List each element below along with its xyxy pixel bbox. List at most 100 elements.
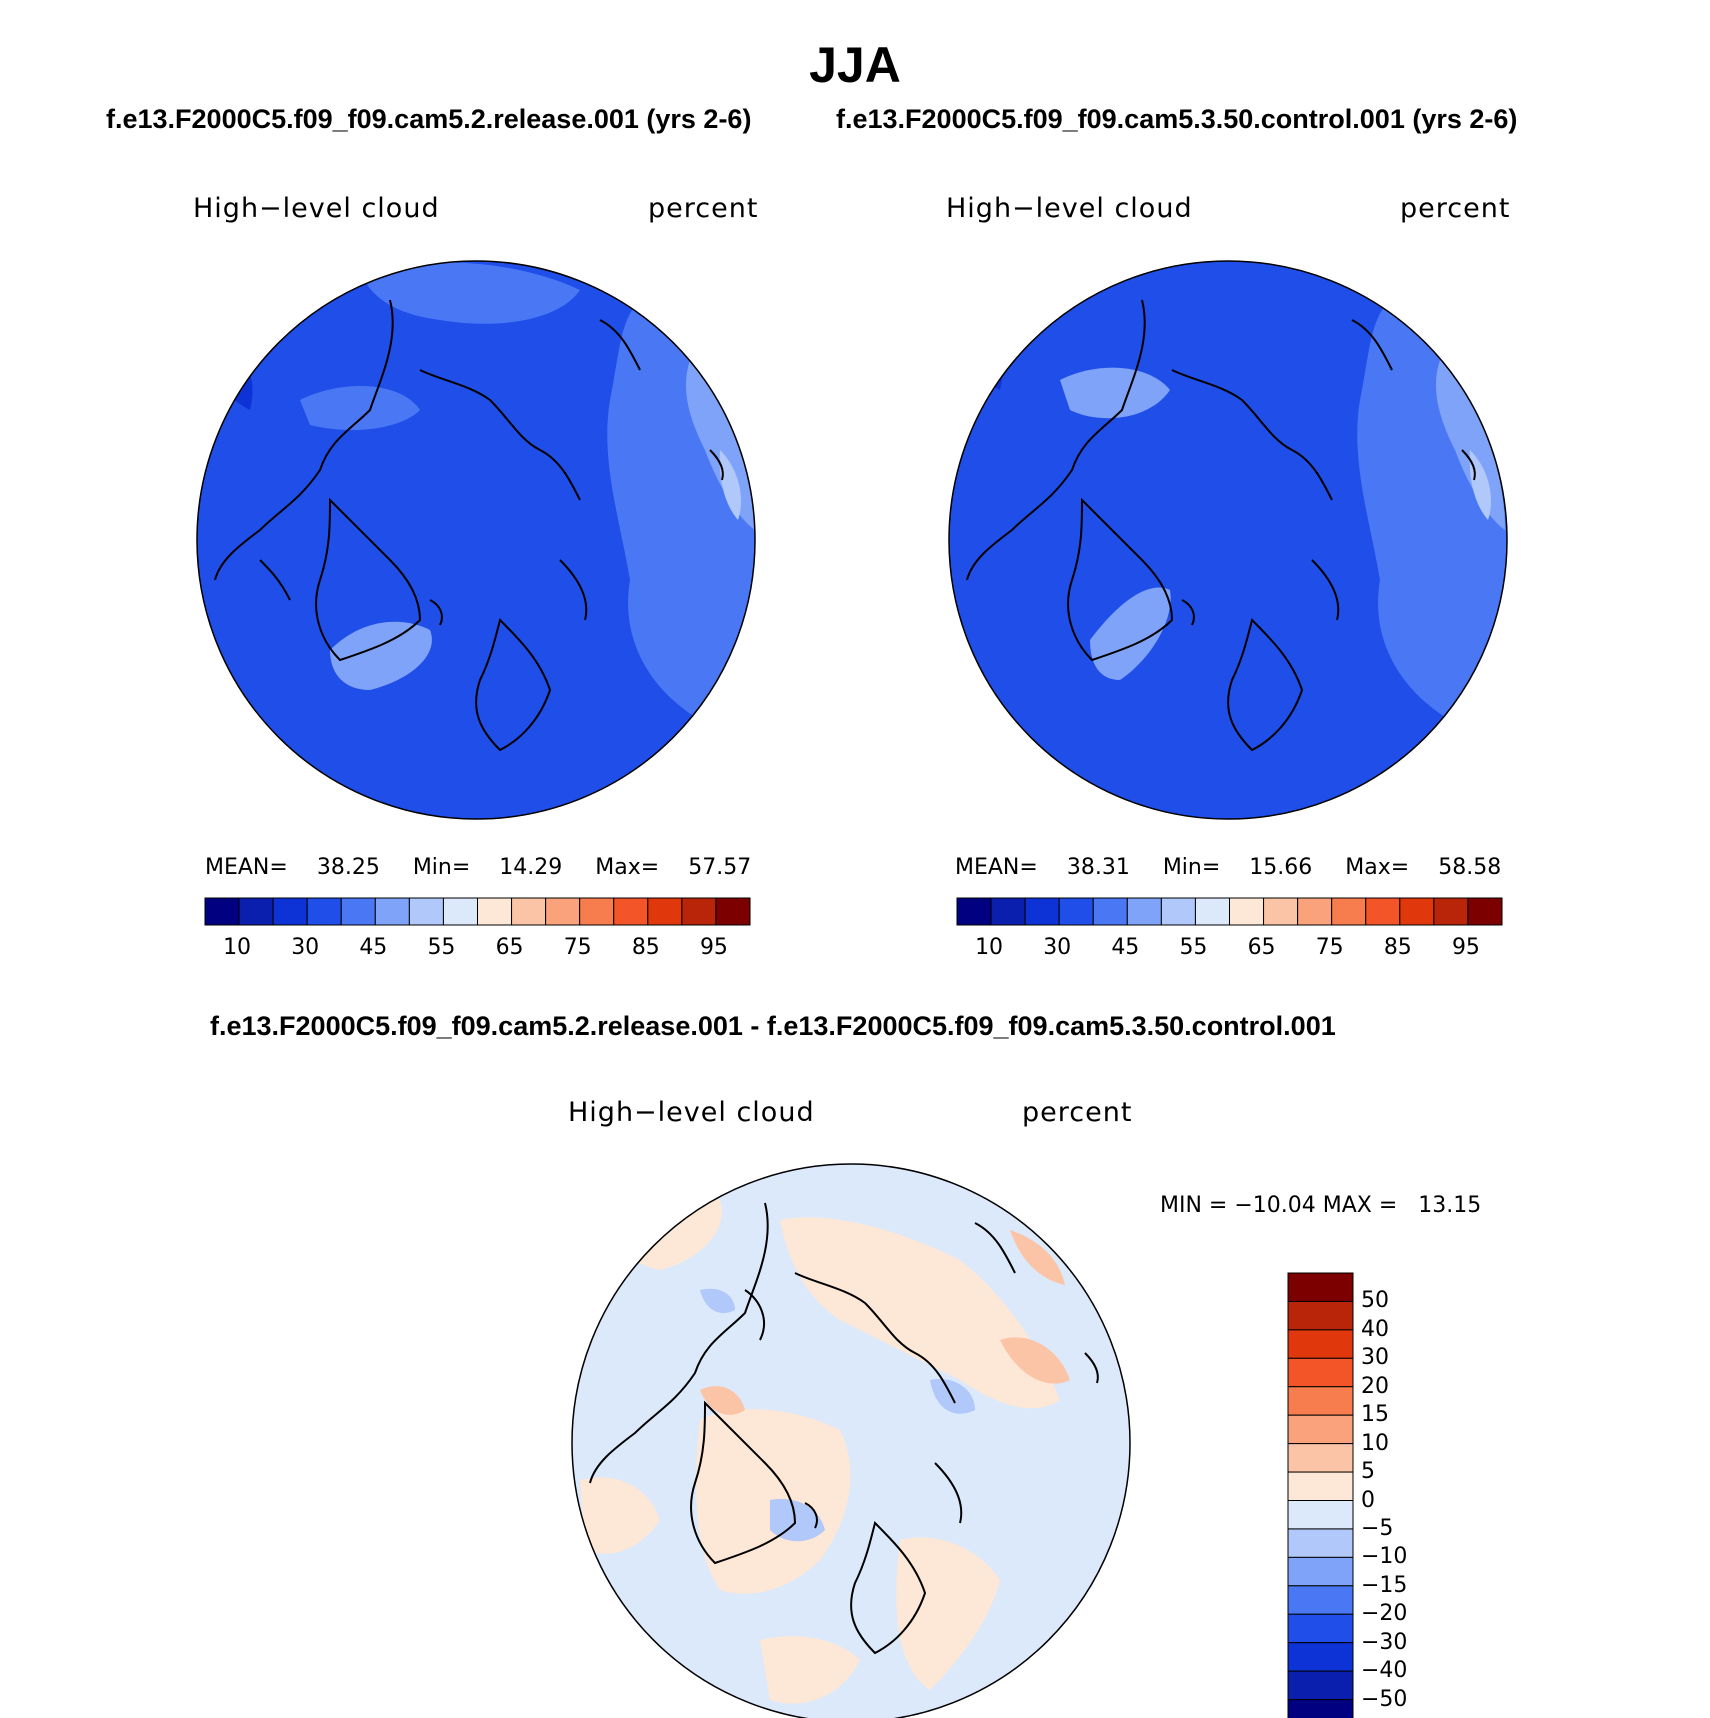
diff-colorbar-tick-label: 0 [1361,1487,1375,1513]
colorbar-tick-label: 30 [291,935,320,960]
colorbar-swatch [511,897,547,926]
left-map-border [196,260,756,820]
diff-coastlines [589,1202,1099,1655]
colorbar-swatch [306,897,342,926]
diff-colorbar-tick-label: 50 [1361,1288,1389,1314]
diff-colorbar-tick-label: −10 [1361,1544,1408,1570]
diff-field-pos-d [896,1537,1000,1690]
diff-colorbar-swatch [1287,1556,1354,1587]
colorbar-swatch [477,897,513,926]
diff-polar-map [572,1164,1130,1718]
right-polar-map [949,261,1507,819]
colorbar-swatch [1160,897,1196,926]
diff-colorbar-swatch [1287,1300,1354,1331]
right-mean-value: 38.31 [1066,855,1130,880]
diff-colorbar-tick-label: −15 [1361,1572,1408,1598]
colorbar-tick-label: 45 [359,935,388,960]
colorbar-swatch [613,897,649,926]
colorbar-swatch [1433,897,1469,926]
diff-field-pos-f [760,1636,860,1704]
right-min-value: 15.66 [1249,855,1313,880]
diff-colorbar-swatch [1287,1528,1354,1558]
colorbar-swatch [1126,897,1162,926]
left-field-light-greenland [330,621,432,690]
diff-colorbar-swatch [1287,1500,1354,1530]
colorbar-tick-label: 10 [975,935,1004,960]
colorbar-swatch [990,897,1026,926]
colorbar-swatch [579,897,615,926]
diff-minmax: MIN = −10.04 MAX = 13.15 [1160,1193,1482,1218]
colorbar-swatch [545,897,581,926]
figure-title: JJA [809,37,901,93]
colorbar-swatch [204,897,240,926]
colorbar-tick-label: 65 [1247,935,1276,960]
left-units-label: percent [648,193,759,224]
diff-colorbar-swatch [1287,1613,1354,1644]
diff-colorbar-swatch [1287,1585,1354,1615]
diff-colorbar-tick-label: 10 [1361,1430,1389,1456]
colorbar-swatch [1092,897,1128,926]
diff-colorbar-tick-label: 30 [1361,1345,1389,1371]
diff-variable-label: High−level cloud [568,1097,815,1128]
colorbar-tick-label: 85 [631,935,660,960]
right-min-label: Min= [1162,855,1221,880]
diff-colorbar-swatch [1287,1272,1354,1302]
diff-colorbar-swatch [1287,1357,1354,1388]
left-panel-title: f.e13.F2000C5.f09_f09.cam5.2.release.001… [106,104,752,134]
diff-colorbar-tick-label: −30 [1361,1629,1408,1655]
right-colorbar [956,897,1503,926]
diff-colorbar-swatch [1287,1642,1354,1672]
colorbar-swatch [442,897,478,926]
colorbar-tick-label: 75 [563,935,592,960]
right-panel-title: f.e13.F2000C5.f09_f09.cam5.3.50.control.… [836,104,1518,134]
colorbar-tick-label: 55 [1179,935,1208,960]
colorbar-tick-label: 10 [223,935,252,960]
colorbar-swatch [647,897,683,926]
right-mean-label: MEAN= [955,855,1038,880]
colorbar-swatch [1229,897,1265,926]
right-map-border [948,260,1508,820]
left-min-value: 14.29 [499,855,563,880]
left-field-light-north [360,262,580,324]
left-mean-value: 38.25 [316,855,380,880]
colorbar-swatch [340,897,376,926]
colorbar-swatch [408,897,444,926]
diff-field-pos2-a [1010,1230,1065,1285]
colorbar-swatch [1058,897,1094,926]
colorbar-tick-label: 75 [1315,935,1344,960]
colorbar-tick-label: 95 [1451,935,1480,960]
colorbar-tick-label: 85 [1383,935,1412,960]
colorbar-swatch [1194,897,1230,926]
diff-colorbar-tick-label: 40 [1361,1316,1389,1342]
left-coastlines [214,299,724,752]
left-variable-label: High−level cloud [193,193,440,224]
left-field-light-canada [300,386,420,430]
left-max-value: 57.57 [688,855,752,880]
colorbar-swatch [1365,897,1401,926]
colorbar-swatch [1024,897,1060,926]
left-field-dark-west [197,348,253,410]
colorbar-swatch [681,897,717,926]
diff-field-pos-b [780,1217,1060,1409]
right-coastlines [966,299,1476,752]
left-colorbar [204,897,751,926]
colorbar-swatch [1297,897,1333,926]
left-max-label: Max= [595,855,660,880]
right-max-value: 58.58 [1438,855,1502,880]
diff-colorbar-swatch [1287,1699,1354,1718]
diff-colorbar-tick-label: 15 [1361,1402,1389,1428]
diff-field-neg-c [700,1288,735,1314]
colorbar-swatch [715,897,751,926]
left-mean-label: MEAN= [205,855,288,880]
right-units-label: percent [1400,193,1511,224]
colorbar-tick-label: 55 [427,935,456,960]
colorbar-tick-label: 30 [1043,935,1072,960]
colorbar-swatch [374,897,410,926]
diff-field-neg-a [770,1499,825,1542]
right-max-label: Max= [1345,855,1410,880]
left-field-pale [719,450,741,520]
diff-colorbar-swatch [1287,1471,1354,1501]
diff-colorbar-tick-label: −5 [1361,1515,1394,1541]
diff-panel-title: f.e13.F2000C5.f09_f09.cam5.2.release.001… [210,1011,1336,1041]
